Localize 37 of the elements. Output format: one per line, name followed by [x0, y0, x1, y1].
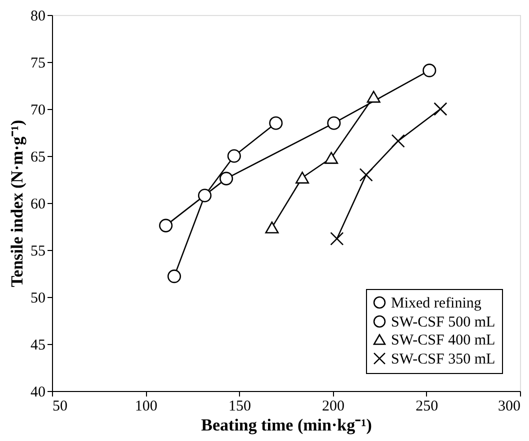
x-tick-label: 100	[134, 398, 158, 414]
point	[269, 116, 283, 130]
point	[198, 188, 212, 202]
point	[359, 168, 373, 182]
point	[327, 116, 341, 130]
y-tick-label: 75	[30, 56, 46, 72]
point	[159, 218, 173, 232]
x-tick-label: 50	[52, 398, 68, 414]
x-tick-label: 150	[228, 398, 251, 414]
point	[167, 270, 182, 284]
x-tick-label: 200	[322, 398, 345, 414]
y-tick-label: 45	[30, 338, 46, 354]
point	[422, 64, 436, 78]
y-tick-label: 50	[30, 290, 46, 306]
point	[324, 152, 338, 164]
y-tick-label: 80	[30, 8, 46, 24]
point	[265, 221, 279, 234]
y-tick-label: 40	[30, 384, 46, 400]
y-axis-title: Tensile index (N·m·g⁻¹)	[8, 120, 26, 288]
point	[434, 102, 448, 116]
legend-label: SW-CSF 500 mL	[391, 314, 496, 330]
y-tick-label: 60	[30, 196, 46, 212]
point	[227, 149, 241, 163]
point	[366, 90, 380, 103]
y-tick-label: 65	[30, 150, 46, 166]
legend-label: SW-CSF 350 mL	[391, 352, 496, 368]
legend-label: Mixed refining	[391, 296, 482, 312]
point	[296, 172, 310, 184]
point	[330, 232, 344, 246]
y-tick-label: 70	[30, 102, 46, 118]
point	[391, 134, 405, 148]
x-axis-title: Beating time (min·kg⁻¹)	[201, 416, 372, 434]
x-tick-label: 250	[416, 398, 438, 414]
point	[220, 172, 234, 186]
x-tick-label: 300	[498, 398, 520, 414]
legend-label: SW-CSF 400 mL	[391, 332, 496, 348]
y-tick-label: 55	[30, 244, 46, 260]
